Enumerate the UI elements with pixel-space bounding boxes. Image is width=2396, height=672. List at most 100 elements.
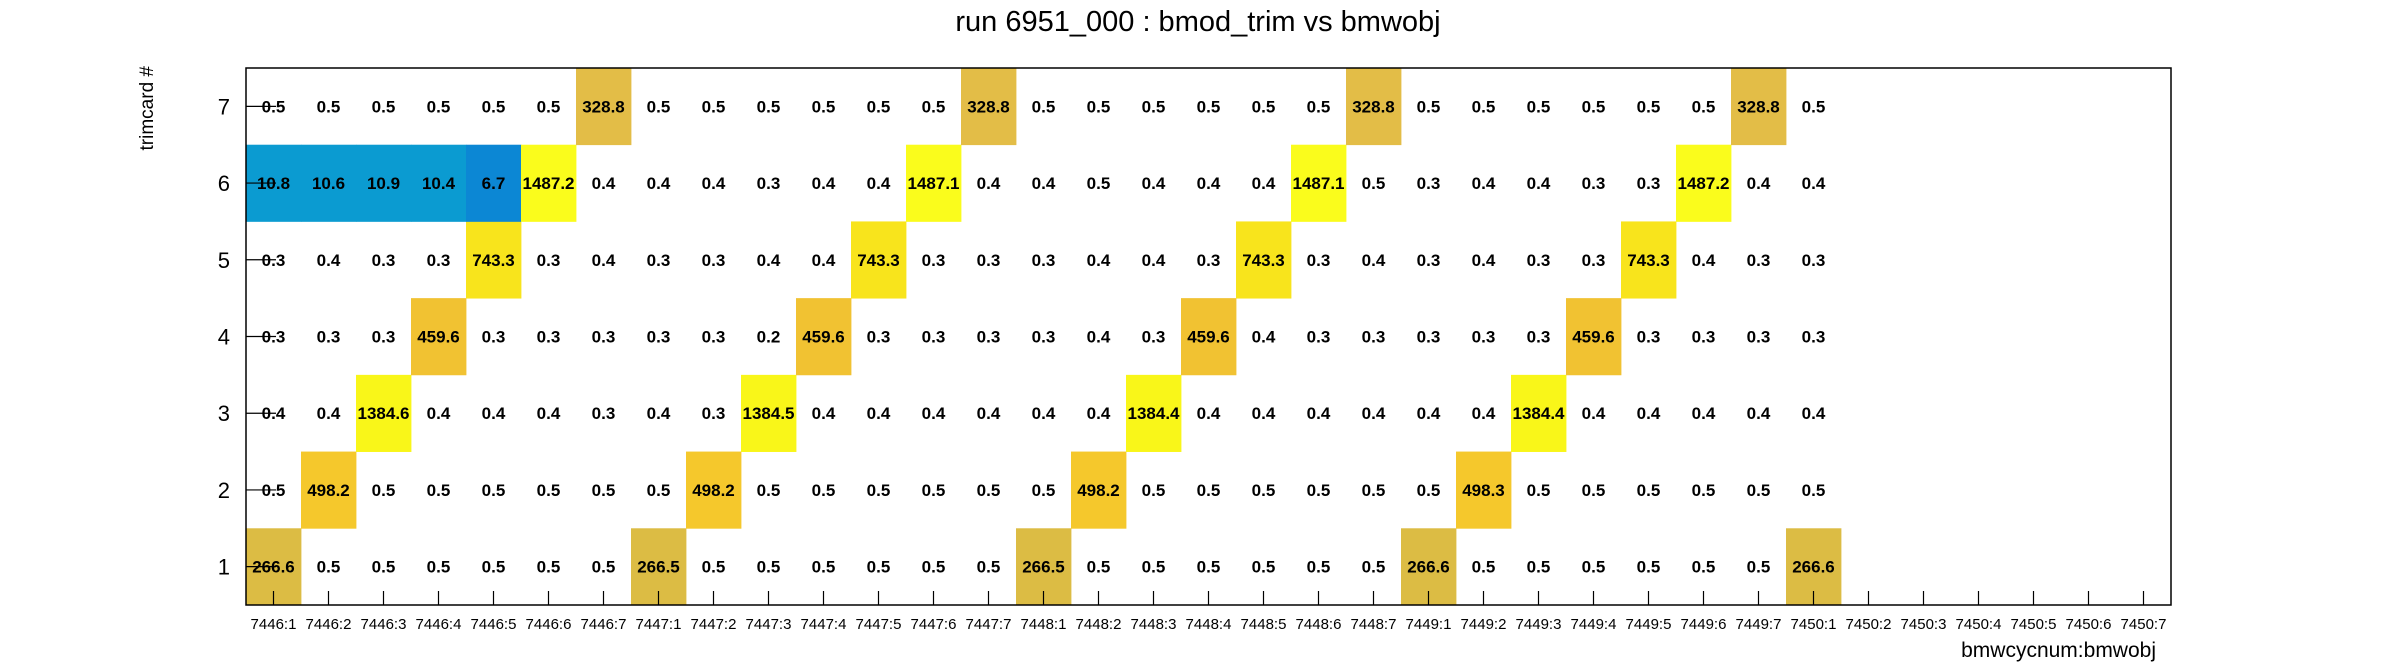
cell-value-label: 0.5 [1197,481,1221,500]
cell-value-label: 459.6 [1187,328,1230,347]
cell-value-label: 0.4 [867,174,891,193]
cell-value-label: 0.5 [1637,97,1661,116]
cell-value-label: 0.3 [1362,328,1386,347]
cell-value-label: 0.3 [1197,251,1221,270]
heatmap-cell [356,144,412,222]
cell-value-label: 0.5 [922,97,946,116]
cell-value-label: 0.2 [757,328,781,347]
cell-value-label: 0.4 [427,404,451,423]
chart-title: run 6951_000 : bmod_trim vs bmwobj [955,6,1440,38]
cell-value-label: 0.5 [537,558,561,577]
cell-value-label: 0.4 [1472,174,1496,193]
cell-value-label: 0.3 [372,328,396,347]
cell-value-label: 0.4 [867,404,891,423]
cell-value-label: 328.8 [1352,97,1395,116]
cell-value-label: 0.5 [592,558,616,577]
cell-value-label: 0.5 [1637,481,1661,500]
cell-value-label: 0.5 [1637,558,1661,577]
cell-value-label: 0.4 [1252,328,1276,347]
y-tick-label: 1 [218,555,230,580]
cell-value-label: 743.3 [1627,251,1670,270]
cell-value-label: 0.3 [482,328,506,347]
cell-value-label: 0.5 [1582,97,1606,116]
heatmap-cell [521,144,577,222]
cell-value-label: 0.5 [812,481,836,500]
x-tick-label: 7450:1 [1791,616,1837,633]
cell-value-label: 0.5 [1087,558,1111,577]
x-tick-label: 7448:6 [1296,616,1342,633]
cell-value-label: 0.5 [482,481,506,500]
cell-value-label: 0.3 [317,328,341,347]
cell-value-label: 0.3 [592,328,616,347]
cell-value-label: 0.4 [317,251,341,270]
cell-value-label: 1487.1 [908,174,960,193]
cell-value-label: 0.5 [922,481,946,500]
cell-value-label: 0.4 [1417,404,1441,423]
cell-value-label: 1384.4 [1128,404,1181,423]
x-tick-label: 7446:2 [306,616,352,633]
x-tick-label: 7448:1 [1021,616,1067,633]
cell-value-label: 0.5 [537,97,561,116]
cell-value-label: 0.5 [1032,97,1056,116]
x-tick-label: 7446:6 [526,616,572,633]
cell-value-label: 0.4 [1087,251,1111,270]
cell-value-label: 498.2 [692,481,735,500]
cell-value-label: 0.5 [1527,481,1551,500]
cell-value-label: 0.3 [647,328,671,347]
cell-value-label: 0.4 [1527,174,1551,193]
cell-value-label: 0.4 [812,404,836,423]
heatmap-cell [301,144,357,222]
y-tick-label: 5 [218,248,230,273]
cell-value-label: 498.3 [1462,481,1505,500]
cell-value-label: 0.3 [1582,251,1606,270]
cell-value-label: 0.3 [1802,251,1826,270]
x-tick-label: 7449:5 [1626,616,1672,633]
x-tick-label: 7446:4 [416,616,462,633]
cell-value-label: 0.3 [1417,328,1441,347]
cell-value-label: 0.5 [1802,97,1826,116]
cell-value-label: 1487.2 [523,174,575,193]
cell-value-label: 328.8 [1737,97,1780,116]
cell-value-label: 743.3 [1242,251,1285,270]
cell-value-label: 0.3 [757,174,781,193]
cell-value-label: 0.3 [1747,251,1771,270]
cell-value-label: 0.3 [702,251,726,270]
heatmap-cell [1621,221,1677,299]
cell-value-label: 0.4 [647,404,671,423]
y-tick-label: 3 [218,401,230,426]
cell-value-label: 0.5 [1252,97,1276,116]
heatmap-cell [1566,298,1622,376]
cell-value-label: 0.4 [1142,174,1166,193]
cell-value-label: 0.5 [372,97,396,116]
cell-value-label: 0.3 [427,251,451,270]
cell-value-label: 0.5 [1747,558,1771,577]
cell-value-label: 0.4 [1362,251,1386,270]
cell-value-label: 0.5 [647,97,671,116]
cell-value-label: 0.5 [372,558,396,577]
cell-value-label: 0.3 [1142,328,1166,347]
cell-value-label: 266.5 [637,558,680,577]
cell-value-label: 0.3 [372,251,396,270]
cell-value-label: 0.4 [537,404,561,423]
cell-value-label: 0.5 [427,481,451,500]
cell-value-label: 0.5 [537,481,561,500]
cell-value-label: 0.4 [1802,404,1826,423]
cell-value-label: 0.5 [867,97,891,116]
heatmap-cell [1126,374,1182,452]
cell-value-label: 0.3 [1417,251,1441,270]
cell-value-label: 0.3 [537,251,561,270]
cell-value-label: 0.3 [1032,251,1056,270]
cell-value-label: 0.5 [1362,174,1386,193]
cell-value-label: 0.5 [1417,97,1441,116]
cell-value-label: 0.4 [1692,404,1716,423]
cell-value-label: 459.6 [802,328,845,347]
heatmap-cell [1181,298,1237,376]
cell-value-label: 0.3 [867,328,891,347]
cell-value-label: 743.3 [472,251,515,270]
cell-value-label: 0.3 [1747,328,1771,347]
heatmap-cell [851,221,907,299]
cell-value-label: 0.4 [1802,174,1826,193]
cell-value-label: 0.5 [1692,558,1716,577]
cell-value-label: 0.5 [977,558,1001,577]
cell-value-label: 0.3 [1527,328,1551,347]
